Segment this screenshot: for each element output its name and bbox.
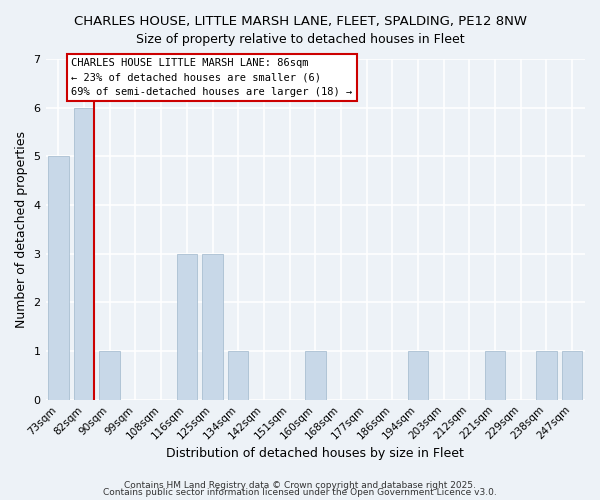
Bar (536, 351, 557, 400)
Bar (74, 108, 94, 400)
Bar (408, 351, 428, 400)
Y-axis label: Number of detached properties: Number of detached properties (15, 131, 28, 328)
Text: CHARLES HOUSE, LITTLE MARSH LANE, FLEET, SPALDING, PE12 8NW: CHARLES HOUSE, LITTLE MARSH LANE, FLEET,… (74, 15, 527, 28)
Bar (48, 156, 68, 400)
Text: Contains HM Land Registry data © Crown copyright and database right 2025.: Contains HM Land Registry data © Crown c… (124, 480, 476, 490)
X-axis label: Distribution of detached houses by size in Fleet: Distribution of detached houses by size … (166, 447, 464, 460)
Bar (176, 254, 197, 400)
Bar (100, 351, 120, 400)
Text: Contains public sector information licensed under the Open Government Licence v3: Contains public sector information licen… (103, 488, 497, 497)
Bar (202, 254, 223, 400)
Text: Size of property relative to detached houses in Fleet: Size of property relative to detached ho… (136, 32, 464, 46)
Bar (305, 351, 326, 400)
Bar (485, 351, 505, 400)
Text: CHARLES HOUSE LITTLE MARSH LANE: 86sqm
← 23% of detached houses are smaller (6)
: CHARLES HOUSE LITTLE MARSH LANE: 86sqm ←… (71, 58, 352, 98)
Bar (562, 351, 583, 400)
Bar (228, 351, 248, 400)
